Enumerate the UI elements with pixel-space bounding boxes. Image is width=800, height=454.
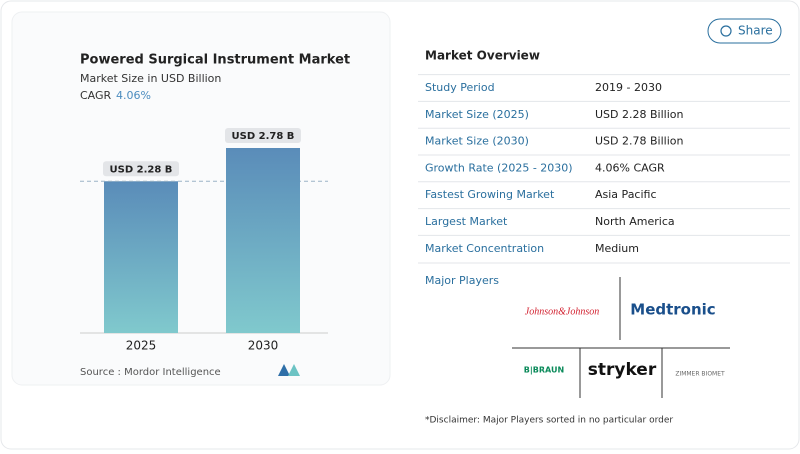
row-bg bbox=[418, 128, 790, 155]
row-value: 2019 - 2030 bbox=[595, 81, 662, 94]
value-label-box bbox=[103, 161, 179, 177]
chart-panel bbox=[11, 11, 391, 386]
row-value: Asia Pacific bbox=[595, 188, 657, 201]
bar bbox=[104, 181, 178, 333]
brand-logo bbox=[278, 364, 300, 376]
disclaimer: *Disclaimer: Major Players sorted in no … bbox=[425, 416, 673, 426]
x-tick-label: 2025 bbox=[126, 339, 157, 353]
row-value: USD 2.78 Billion bbox=[595, 135, 683, 148]
chart-title: Powered Surgical Instrument Market bbox=[80, 53, 350, 68]
chart-subtitle: Market Size in USD Billion bbox=[80, 72, 221, 85]
cagr-value: 4.06% bbox=[116, 89, 151, 102]
row-value: 4.06% CAGR bbox=[595, 161, 665, 174]
logo: B|BRAUN bbox=[524, 366, 564, 375]
row-value: USD 2.28 Billion bbox=[595, 108, 683, 121]
source: Source : Mordor Intelligence bbox=[80, 367, 221, 378]
row-label: Fastest Growing Market bbox=[425, 188, 555, 201]
row-value: Medium bbox=[595, 242, 639, 255]
row-label: Study Period bbox=[425, 81, 495, 94]
row-label: Largest Market bbox=[425, 215, 508, 228]
logo: Johnson&Johnson bbox=[525, 306, 599, 317]
row-bg bbox=[418, 182, 790, 209]
row-bg bbox=[418, 155, 790, 182]
cagr-label: CAGR bbox=[80, 89, 112, 102]
row-label: Growth Rate (2025 - 2030) bbox=[425, 161, 573, 174]
players-title: Major Players bbox=[425, 274, 499, 287]
row-label: Market Size (2030) bbox=[425, 135, 529, 148]
row-label: Market Size (2025) bbox=[425, 108, 529, 121]
overview-title: Market Overview bbox=[425, 49, 540, 63]
share-button[interactable]: Share bbox=[707, 18, 782, 44]
x-tick-label: 2030 bbox=[248, 339, 279, 353]
bar bbox=[226, 148, 300, 333]
logo: stryker bbox=[588, 360, 657, 380]
row-bg bbox=[418, 235, 790, 262]
row-bg bbox=[418, 75, 790, 101]
logo: ZIMMER BIOMET bbox=[675, 371, 725, 378]
value-label: USD 2.28 B bbox=[110, 164, 173, 175]
value-label: USD 2.78 B bbox=[232, 131, 295, 142]
value-label-box bbox=[225, 128, 301, 143]
row-value: North America bbox=[595, 215, 675, 228]
row-label: Market Concentration bbox=[425, 242, 544, 255]
share-label[interactable]: Share bbox=[738, 24, 773, 38]
row-bg bbox=[418, 209, 790, 235]
logo: Medtronic bbox=[630, 301, 715, 319]
row-bg bbox=[418, 101, 790, 128]
